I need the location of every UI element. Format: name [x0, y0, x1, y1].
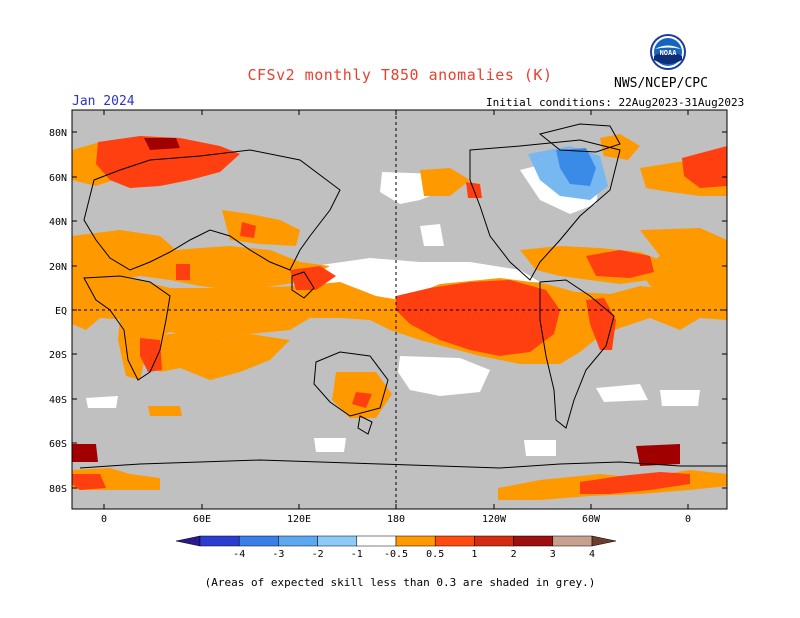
region-white-south-atlantic-east	[660, 390, 700, 406]
colorbar: -4 -3 -2 -1 -0.5 0.5 1 2 3 4	[175, 535, 617, 560]
region-orange-south-indian	[148, 406, 182, 416]
region-red-arctic-east	[682, 146, 727, 188]
region-red-arabia	[176, 264, 190, 280]
agency-label: NWS/NCEP/CPC	[614, 76, 708, 91]
coastline-new-zealand	[357, 415, 373, 435]
lat-label: 60N	[49, 173, 67, 184]
lon-label: 180	[387, 514, 405, 525]
region-darkred-antarctic-west	[72, 444, 98, 462]
lon-label: 120E	[287, 514, 311, 525]
axis-ticks	[72, 110, 727, 509]
colorbar-segment	[356, 535, 397, 547]
colorbar-segment	[434, 535, 475, 547]
colorbar-segment	[552, 535, 593, 547]
lat-label: 20N	[49, 262, 67, 273]
lon-label: 120W	[482, 514, 507, 525]
lon-label: 0	[101, 514, 107, 525]
region-darkred-antarctic-east	[636, 444, 680, 466]
region-orange-greenland	[600, 134, 640, 160]
colorbar-segment	[395, 535, 436, 547]
noaa-logo-text: NOAA	[660, 49, 678, 57]
region-white-drake	[524, 440, 556, 456]
colorbar-segment	[278, 535, 318, 547]
colorbar-segment	[513, 535, 554, 547]
anomaly-negative	[528, 146, 608, 200]
region-white-south-atlantic	[86, 396, 118, 408]
coastline-south-america	[539, 279, 615, 429]
coastline-antarctica	[79, 459, 727, 469]
lat-label: 40N	[49, 217, 67, 228]
coastline-eurasia	[83, 149, 341, 271]
coastline-australia	[313, 351, 389, 417]
colorbar-tick-label: 2	[511, 549, 517, 560]
coastline-greenland	[538, 123, 621, 153]
region-white-south-pacific	[398, 356, 490, 396]
region-red-philippines	[290, 266, 336, 290]
region-white-southern-ocean	[314, 438, 346, 452]
colorbar-tick-label: -1	[351, 549, 363, 560]
colorbar-segment	[474, 535, 514, 547]
colorbar-tick-label: -0.5	[384, 549, 408, 560]
colorbar-segment	[238, 535, 279, 547]
colorbar-segment	[317, 535, 358, 547]
region-orange-north-atlantic-east	[640, 228, 727, 300]
region-red-caribbean	[586, 250, 654, 278]
region-red-antarctic-east	[580, 472, 690, 494]
map-title: CFSv2 monthly T850 anomalies (K)	[247, 66, 553, 84]
region-red-siberia	[96, 136, 240, 188]
latitude-labels: 80N 60N 40N 20N EQ 20S 40S 60S 80S	[49, 128, 67, 495]
lat-label: 80S	[49, 484, 67, 495]
colorbar-tick-label: 4	[589, 549, 595, 560]
region-orange-africa-east	[118, 316, 150, 380]
colorbar-tick-label: -4	[233, 549, 245, 560]
colorbar-segment	[199, 535, 240, 547]
lat-label: 20S	[49, 350, 67, 361]
region-red-australia-spot	[352, 392, 372, 408]
region-orange-alaska	[420, 168, 470, 196]
region-orange-indian-ocean-south	[140, 332, 290, 380]
region-red-east-pacific	[396, 280, 560, 356]
colorbar-segment	[175, 535, 201, 547]
lat-label: 40S	[49, 395, 67, 406]
coastlines	[79, 123, 727, 469]
skill-footnote: (Areas of expected skill less than 0.3 a…	[204, 576, 596, 589]
colorbar-segment	[591, 535, 617, 547]
region-white-hawaii	[420, 224, 444, 246]
colorbar-tick-label: 3	[550, 549, 556, 560]
colorbar-tick-label: 0.5	[426, 549, 444, 560]
coastline-north-america	[469, 139, 621, 281]
region-darkred-siberia	[144, 138, 180, 150]
region-orange-north-tropics-west	[72, 230, 330, 298]
colorbar-tick-label: -3	[272, 549, 284, 560]
region-orange-china	[222, 210, 300, 246]
lat-label: EQ	[55, 306, 67, 317]
noaa-logo-icon: NOAA	[650, 34, 686, 70]
lon-label: 60W	[582, 514, 601, 525]
region-orange-equatorial-band	[72, 278, 727, 364]
coastline-maritime-continent	[291, 271, 315, 299]
lon-label: 60E	[193, 514, 211, 525]
lon-label: 0	[685, 514, 691, 525]
colorbar-tick-label: -2	[312, 549, 324, 560]
lat-label: 60S	[49, 439, 67, 450]
region-red-antarctic-west	[72, 474, 106, 490]
lat-label: 80N	[49, 128, 67, 139]
anomaly-pos-3-4	[72, 138, 680, 466]
map-plot-area	[72, 110, 727, 509]
region-white-south-atlantic-2	[596, 384, 648, 402]
initial-conditions: Initial conditions: 22Aug2023-31Aug2023	[486, 96, 745, 109]
region-red-southern-africa	[140, 338, 162, 372]
forecast-month: Jan 2024	[72, 94, 135, 109]
region-blue-canada	[556, 148, 596, 186]
region-red-china-spot	[240, 222, 256, 238]
colorbar-tick-label: 1	[471, 549, 477, 560]
longitude-labels: 0 60E 120E 180 120W 60W 0	[101, 514, 691, 525]
